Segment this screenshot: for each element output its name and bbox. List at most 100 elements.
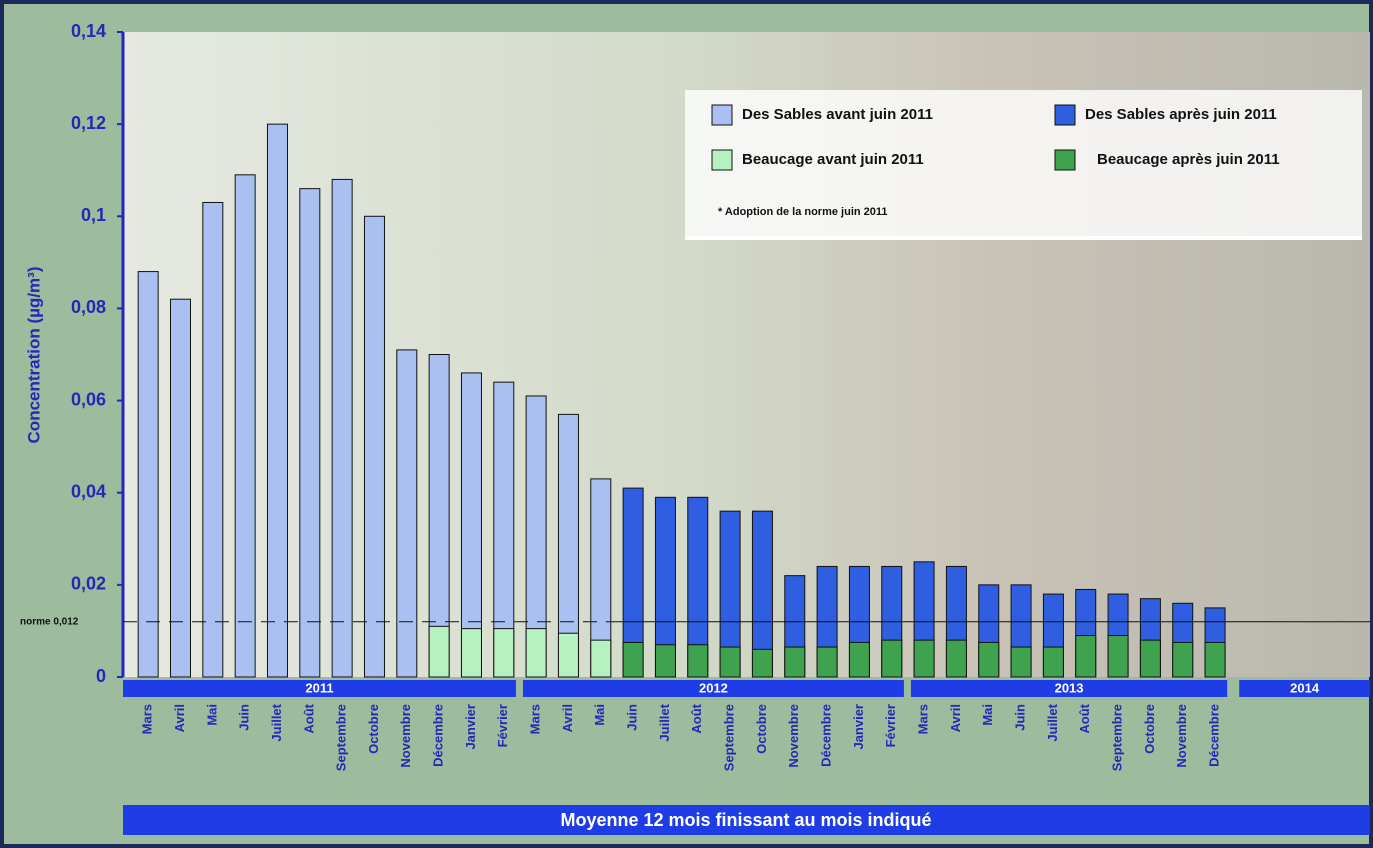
legend-label: Beaucage après juin 2011 [1097, 151, 1280, 168]
x-tick-label: Juin [625, 704, 640, 731]
x-tick-label: Novembre [786, 704, 801, 768]
x-tick-label: Octobre [754, 704, 769, 754]
x-tick-label: Novembre [398, 704, 413, 768]
x-tick-label: Octobre [366, 704, 381, 754]
bar [363, 215, 385, 678]
bar [945, 639, 967, 678]
bar [460, 628, 482, 678]
x-tick-label: Août [1077, 703, 1092, 733]
x-tick-label: Septembre [1110, 704, 1125, 771]
bar [1107, 635, 1129, 678]
legend-label: Des Sables avant juin 2011 [742, 106, 933, 123]
x-tick-label: Mars [140, 704, 155, 734]
bar [654, 644, 676, 678]
bar [784, 646, 806, 678]
x-tick-label: Juillet [1045, 703, 1060, 741]
y-axis-title: Concentration (µg/m³) [24, 267, 43, 444]
y-tick-label: 0,08 [71, 297, 106, 317]
y-tick-label: 0,02 [71, 574, 106, 594]
x-tick-label: Février [883, 704, 898, 747]
x-tick-label: Avril [948, 704, 963, 732]
x-tick-label: Mars [528, 704, 543, 734]
legend-swatch [711, 104, 733, 126]
year-band [910, 680, 1228, 697]
bar [816, 646, 838, 678]
bar [299, 188, 321, 678]
legend-swatch [1054, 149, 1076, 171]
bar [137, 271, 159, 678]
bar [169, 298, 191, 678]
x-tick-label: Septembre [722, 704, 737, 771]
year-label: 2011 [305, 680, 333, 695]
x-tick-label: Décembre [1206, 704, 1221, 767]
x-tick-label: Février [495, 704, 510, 747]
bar [622, 641, 644, 678]
bar [266, 123, 288, 678]
bar [396, 349, 418, 678]
x-tick-label: Mai [592, 704, 607, 726]
year-band [522, 680, 904, 697]
x-tick-label: Août [301, 703, 316, 733]
x-tick-label: Novembre [1174, 704, 1189, 768]
year-band [123, 680, 516, 697]
y-tick-label: 0 [96, 666, 106, 686]
x-tick-label: Mai [204, 704, 219, 726]
bar [590, 639, 612, 678]
y-tick-label: 0,06 [71, 389, 106, 409]
bar [1010, 646, 1032, 678]
annotation: * Adoption de la norme juin 2011 [718, 206, 888, 218]
y-tick-label: 0,1 [81, 205, 106, 225]
x-tick-label: Septembre [334, 704, 349, 771]
bar [428, 625, 450, 678]
bar [687, 644, 709, 678]
x-tick-label: Janvier [851, 704, 866, 750]
bar [525, 628, 547, 678]
bar [719, 646, 741, 678]
x-tick-label: Juin [237, 704, 252, 731]
legend-swatch [711, 149, 733, 171]
x-axis-title: Moyenne 12 mois finissant au mois indiqu… [560, 810, 931, 830]
legend-box [685, 90, 1362, 238]
y-tick-label: 0,14 [71, 21, 106, 41]
bar [848, 641, 870, 678]
y-tick-label: 0,12 [71, 113, 106, 133]
bar [913, 639, 935, 678]
x-title-band [123, 805, 1370, 835]
x-tick-label: Mars [916, 704, 931, 734]
bar [1204, 641, 1226, 678]
legend-swatch [1054, 104, 1076, 126]
x-tick-label: Décembre [819, 704, 834, 767]
x-tick-label: Août [689, 703, 704, 733]
year-label: 2012 [699, 680, 728, 695]
legend-label: Des Sables après juin 2011 [1085, 106, 1277, 123]
bar [881, 639, 903, 678]
x-tick-label: Juillet [269, 703, 284, 741]
x-tick-label: Avril [172, 704, 187, 732]
bar [1075, 635, 1097, 678]
bar [1042, 646, 1064, 678]
bar [331, 178, 353, 678]
x-tick-label: Juin [1013, 704, 1028, 731]
y-tick-label: 0,04 [71, 481, 106, 501]
x-tick-label: Octobre [1142, 704, 1157, 754]
legend-label: Beaucage avant juin 2011 [742, 151, 924, 168]
x-tick-label: Mai [980, 704, 995, 726]
x-tick-label: Décembre [431, 704, 446, 767]
bar [1172, 641, 1194, 678]
year-label: 2013 [1055, 680, 1084, 695]
year-band [1239, 680, 1370, 697]
bar [978, 641, 1000, 678]
bar [557, 632, 579, 678]
bar [202, 201, 224, 678]
x-tick-label: Janvier [463, 704, 478, 750]
bar [751, 648, 773, 678]
bar [493, 628, 515, 678]
reference-label: norme 0,012 [20, 616, 79, 627]
bar [234, 174, 256, 678]
x-tick-label: Juillet [657, 703, 672, 741]
x-tick-label: Avril [560, 704, 575, 732]
year-label: 2014 [1290, 680, 1320, 695]
bar [1139, 639, 1161, 678]
